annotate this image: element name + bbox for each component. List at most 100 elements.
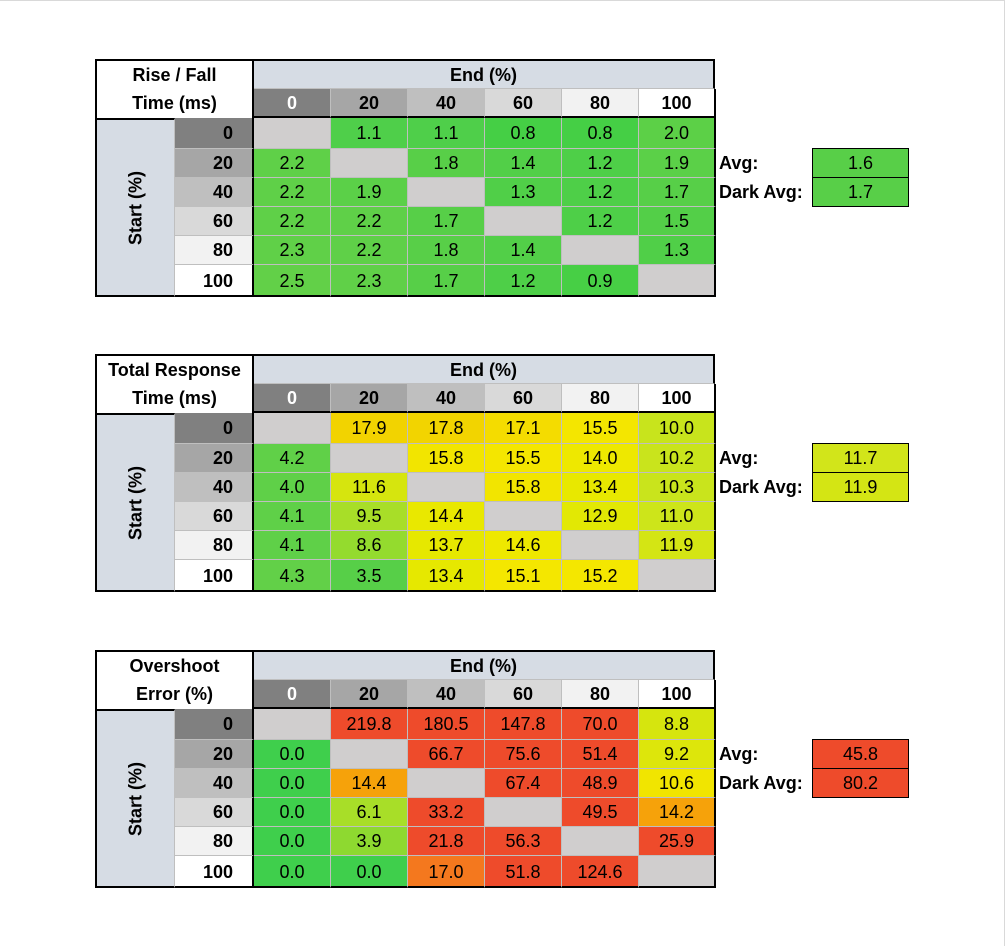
heatmap-cell: 15.5 bbox=[562, 413, 639, 444]
column-header: 0 bbox=[254, 384, 331, 413]
heatmap-cell: 75.6 bbox=[485, 740, 562, 769]
heatmap-cell: 17.1 bbox=[485, 413, 562, 444]
row-header: 100 bbox=[175, 265, 254, 297]
heatmap-cell bbox=[331, 149, 408, 178]
column-header: 20 bbox=[331, 89, 408, 118]
table-title-line: Error (%) bbox=[135, 684, 213, 704]
heatmap-cell: 1.9 bbox=[639, 149, 716, 178]
column-header: 100 bbox=[639, 384, 716, 413]
heatmap-cell: 15.8 bbox=[408, 444, 485, 473]
heatmap-cell: 1.4 bbox=[485, 236, 562, 265]
heatmap-cell bbox=[254, 709, 331, 740]
y-axis-band: Start (%) bbox=[95, 709, 175, 888]
heatmap-cell: 1.2 bbox=[562, 178, 639, 207]
column-header: 0 bbox=[254, 680, 331, 709]
avg-label: Avg: bbox=[719, 448, 759, 468]
heatmap-cell: 1.5 bbox=[639, 207, 716, 236]
column-header: 40 bbox=[408, 680, 485, 709]
sheet-border-top bbox=[0, 0, 1005, 1]
heatmap-cell: 49.5 bbox=[562, 798, 639, 827]
heatmap-cell bbox=[254, 118, 331, 149]
heatmap-cell: 48.9 bbox=[562, 769, 639, 798]
dark-avg-value: 11.9 bbox=[812, 472, 909, 502]
row-header: 40 bbox=[175, 769, 254, 798]
row-header: 60 bbox=[175, 502, 254, 531]
heatmap-cell: 1.2 bbox=[562, 149, 639, 178]
heatmap-cell: 180.5 bbox=[408, 709, 485, 740]
heatmap-cell: 2.5 bbox=[254, 265, 331, 297]
row-header: 20 bbox=[175, 444, 254, 473]
heatmap-cell: 1.4 bbox=[485, 149, 562, 178]
row-header: 100 bbox=[175, 856, 254, 888]
heatmap-cell bbox=[331, 740, 408, 769]
heatmap-cell: 2.2 bbox=[331, 207, 408, 236]
heatmap-cell: 17.0 bbox=[408, 856, 485, 888]
heatmap-cell: 1.3 bbox=[485, 178, 562, 207]
dark-avg-label: Dark Avg: bbox=[719, 477, 803, 497]
heatmap-cell: 6.1 bbox=[331, 798, 408, 827]
heatmap-cell: 15.8 bbox=[485, 473, 562, 502]
dark-avg-value: 1.7 bbox=[812, 177, 909, 207]
table-title: Rise / Fall Time (ms) bbox=[95, 59, 254, 118]
heatmap-cell: 25.9 bbox=[639, 827, 716, 856]
heatmap-cell bbox=[331, 444, 408, 473]
avg-label: Avg: bbox=[719, 153, 759, 173]
y-axis-band: Start (%) bbox=[95, 413, 175, 592]
heatmap-cell: 0.8 bbox=[562, 118, 639, 149]
heatmap-cell: 9.2 bbox=[639, 740, 716, 769]
heatmap-cell bbox=[639, 856, 716, 888]
heatmap-cell bbox=[562, 236, 639, 265]
row-header: 60 bbox=[175, 207, 254, 236]
row-header: 100 bbox=[175, 560, 254, 592]
heatmap-cell: 0.0 bbox=[331, 856, 408, 888]
heatmap-cell: 10.2 bbox=[639, 444, 716, 473]
heatmap-cell: 124.6 bbox=[562, 856, 639, 888]
table-title-line: Time (ms) bbox=[132, 93, 217, 113]
heatmap-cell: 1.1 bbox=[408, 118, 485, 149]
y-axis-label: Start (%) bbox=[125, 465, 145, 540]
heatmap-cell: 33.2 bbox=[408, 798, 485, 827]
heatmap-cell: 4.3 bbox=[254, 560, 331, 592]
table-title-line: Rise / Fall bbox=[132, 65, 217, 85]
heatmap-cell: 1.8 bbox=[408, 149, 485, 178]
y-axis-band: Start (%) bbox=[95, 118, 175, 297]
table-title-line: Overshoot bbox=[129, 656, 220, 676]
heatmap-cell: 17.8 bbox=[408, 413, 485, 444]
heatmap-cell: 11.6 bbox=[331, 473, 408, 502]
heatmap-cell: 10.3 bbox=[639, 473, 716, 502]
heatmap-cell: 13.4 bbox=[562, 473, 639, 502]
heatmap-cell: 10.6 bbox=[639, 769, 716, 798]
heatmap-cell bbox=[639, 560, 716, 592]
heatmap-cell: 147.8 bbox=[485, 709, 562, 740]
heatmap-cell: 1.7 bbox=[408, 265, 485, 297]
heatmap-cell: 1.3 bbox=[639, 236, 716, 265]
row-header: 80 bbox=[175, 236, 254, 265]
heatmap-cell bbox=[485, 207, 562, 236]
heatmap-cell: 15.1 bbox=[485, 560, 562, 592]
row-header: 80 bbox=[175, 531, 254, 560]
column-header: 60 bbox=[485, 680, 562, 709]
column-header: 40 bbox=[408, 89, 485, 118]
heatmap-cell: 1.7 bbox=[639, 178, 716, 207]
heatmap-cell: 3.5 bbox=[331, 560, 408, 592]
heatmap-cell: 14.4 bbox=[331, 769, 408, 798]
heatmap-cell: 0.0 bbox=[254, 798, 331, 827]
heatmap-cell: 67.4 bbox=[485, 769, 562, 798]
column-header: 100 bbox=[639, 89, 716, 118]
column-header: 80 bbox=[562, 384, 639, 413]
row-header: 80 bbox=[175, 827, 254, 856]
heatmap-cell: 1.7 bbox=[408, 207, 485, 236]
heatmap-cell: 15.2 bbox=[562, 560, 639, 592]
column-header: 80 bbox=[562, 680, 639, 709]
dark-avg-value: 80.2 bbox=[812, 768, 909, 798]
heatmap-cell: 51.8 bbox=[485, 856, 562, 888]
dark-avg-label: Dark Avg: bbox=[719, 773, 803, 793]
heatmap-cell: 17.9 bbox=[331, 413, 408, 444]
heatmap-cell: 8.6 bbox=[331, 531, 408, 560]
heatmap-cell: 219.8 bbox=[331, 709, 408, 740]
heatmap-cell: 14.2 bbox=[639, 798, 716, 827]
column-header: 60 bbox=[485, 89, 562, 118]
x-axis-label: End (%) bbox=[254, 354, 715, 384]
row-header: 0 bbox=[175, 709, 254, 740]
heatmap-cell: 2.3 bbox=[331, 265, 408, 297]
